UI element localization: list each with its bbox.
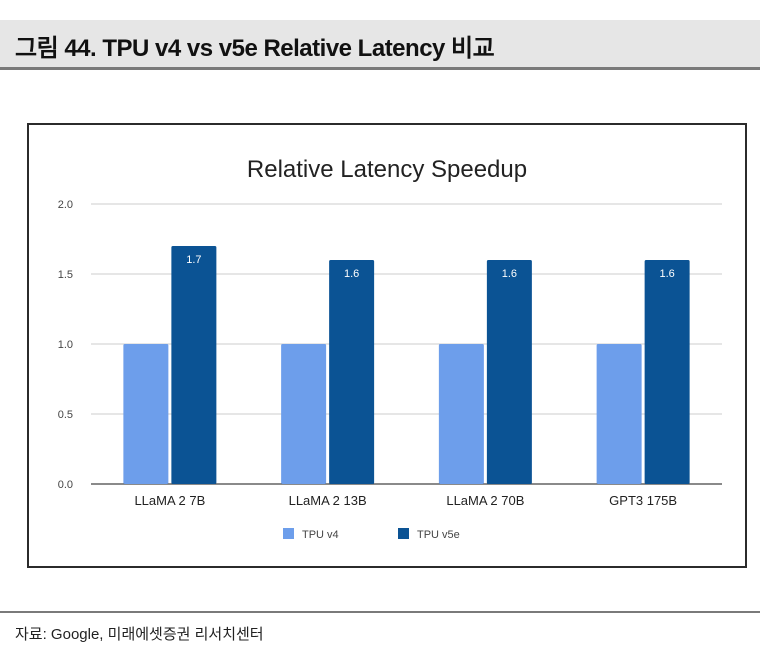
y-tick-label: 0.5 bbox=[58, 409, 73, 421]
bar-tpu-v5e bbox=[486, 260, 532, 484]
bar-tpu-v4 bbox=[438, 344, 484, 484]
bar-data-label: 1.6 bbox=[344, 268, 359, 280]
bar-tpu-v4 bbox=[123, 344, 169, 484]
y-tick-label: 1.5 bbox=[58, 269, 73, 281]
footer-rule bbox=[0, 611, 760, 613]
bar-chart: Relative Latency Speedup 0.0 0.5 1.0 1.5 2.0 1… bbox=[58, 156, 722, 541]
source-note: 자료: Google, 미래에셋증권 리서치센터 bbox=[15, 626, 264, 643]
bar-data-label: 1.6 bbox=[659, 268, 674, 280]
bar-tpu-v4 bbox=[596, 344, 642, 484]
chart-frame: Relative Latency Speedup 0.0 0.5 1.0 1.5 2.0 1… bbox=[27, 123, 747, 568]
y-tick-label: 1.0 bbox=[58, 339, 73, 351]
legend-label: TPU v5e bbox=[417, 529, 460, 541]
x-tick-label: GPT3 175B bbox=[609, 493, 677, 508]
figure-title: 그림 44. TPU v4 vs v5e Relative Latency 비교 bbox=[15, 35, 495, 62]
bar-tpu-v4 bbox=[281, 344, 327, 484]
bar-data-label: 1.6 bbox=[502, 268, 517, 280]
bar-tpu-v5e bbox=[644, 260, 690, 484]
legend-swatch bbox=[398, 528, 409, 539]
y-tick-label: 2.0 bbox=[58, 199, 73, 211]
chart-title: Relative Latency Speedup bbox=[247, 156, 527, 183]
x-tick-label: LLaMA 2 7B bbox=[134, 493, 205, 508]
legend-label: TPU v4 bbox=[302, 529, 339, 541]
x-tick-label: LLaMA 2 70B bbox=[446, 493, 524, 508]
y-tick-label: 0.0 bbox=[58, 479, 73, 491]
bar-tpu-v5e bbox=[171, 246, 217, 484]
x-tick-label: LLaMA 2 13B bbox=[289, 493, 367, 508]
figure-header: 그림 44. TPU v4 vs v5e Relative Latency 비교 bbox=[0, 20, 760, 70]
bar-data-label: 1.7 bbox=[186, 254, 201, 266]
legend-swatch bbox=[283, 528, 294, 539]
bar-tpu-v5e bbox=[329, 260, 375, 484]
